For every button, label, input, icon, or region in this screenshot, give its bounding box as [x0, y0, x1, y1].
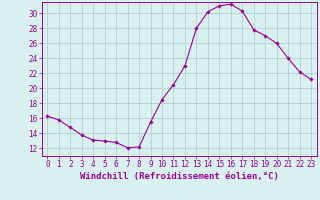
X-axis label: Windchill (Refroidissement éolien,°C): Windchill (Refroidissement éolien,°C) — [80, 172, 279, 181]
